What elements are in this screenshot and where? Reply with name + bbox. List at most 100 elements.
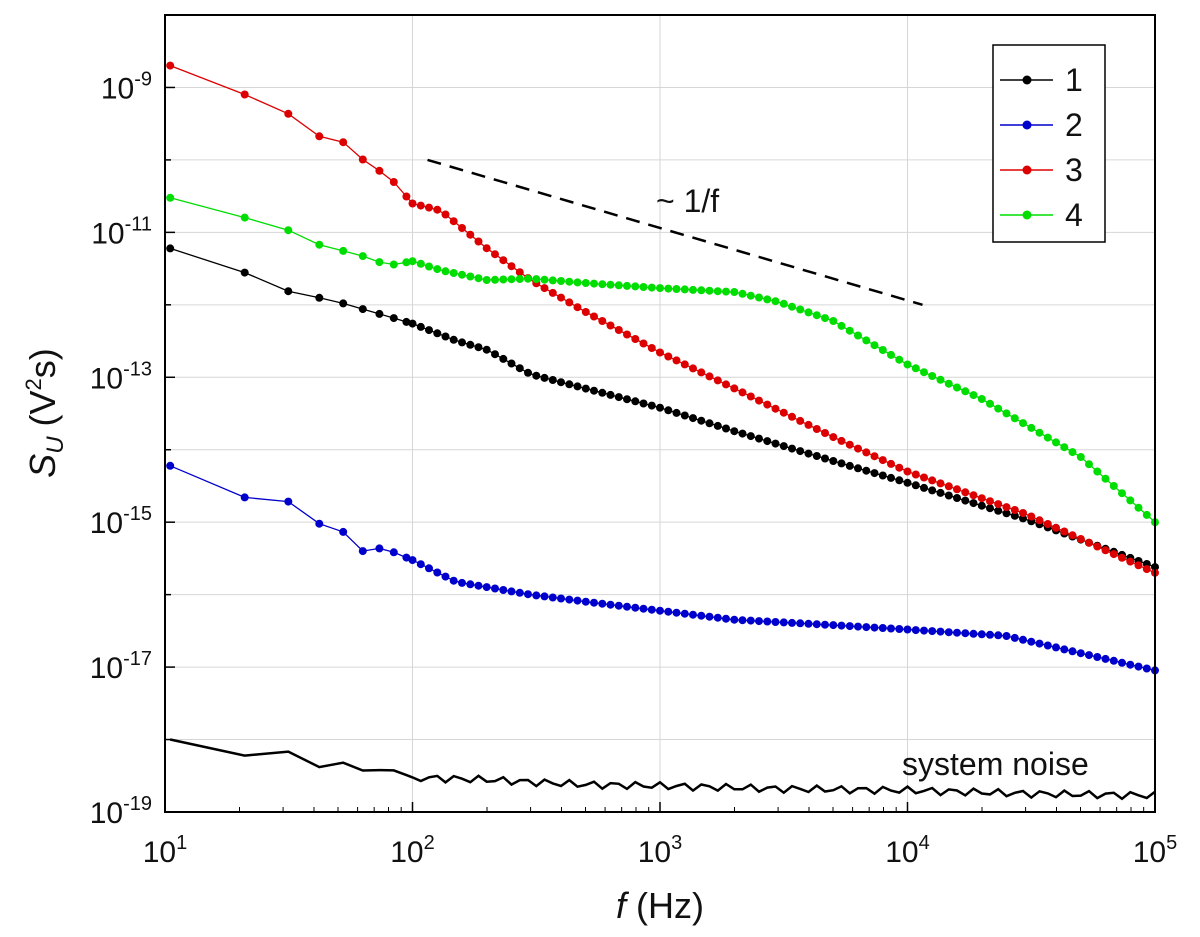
data-point xyxy=(548,376,557,384)
data-point xyxy=(441,210,450,219)
data-point xyxy=(854,464,862,473)
data-point xyxy=(697,611,706,620)
data-point xyxy=(845,622,854,631)
legend: 1 2 3 4 xyxy=(992,44,1106,243)
data-point xyxy=(433,205,442,214)
data-point xyxy=(1093,467,1102,476)
data-point xyxy=(796,416,805,425)
data-point xyxy=(606,321,615,330)
data-point xyxy=(722,380,730,389)
data-point xyxy=(763,400,772,409)
data-point xyxy=(804,308,813,317)
data-point xyxy=(1002,503,1011,512)
data-point xyxy=(441,267,450,276)
data-point xyxy=(887,624,895,633)
data-point xyxy=(1101,474,1110,483)
data-point xyxy=(598,388,607,397)
data-point xyxy=(1019,419,1027,428)
data-point xyxy=(672,408,681,417)
data-point xyxy=(598,317,607,325)
data-point xyxy=(689,364,697,373)
data-point xyxy=(1052,643,1060,652)
x-tick-label: 105 xyxy=(1133,832,1178,869)
data-point xyxy=(928,372,937,380)
data-point xyxy=(358,305,367,314)
data-point xyxy=(1043,520,1052,528)
data-point xyxy=(639,283,648,291)
data-point xyxy=(953,485,961,494)
data-point xyxy=(466,272,475,281)
data-point xyxy=(920,483,928,492)
data-point xyxy=(339,246,348,255)
data-point xyxy=(408,199,417,208)
data-point xyxy=(581,384,590,393)
data-point xyxy=(1085,460,1093,469)
data-point xyxy=(854,444,862,453)
data-point xyxy=(870,452,879,461)
system-noise-line xyxy=(169,738,1156,801)
data-point xyxy=(1068,448,1077,457)
data-point xyxy=(1019,635,1027,644)
data-point xyxy=(416,560,425,569)
data-point xyxy=(540,373,549,382)
data-point xyxy=(1035,428,1044,437)
data-point xyxy=(402,192,411,201)
data-point xyxy=(565,298,574,307)
data-point xyxy=(466,230,475,239)
data-point xyxy=(499,354,508,363)
data-point xyxy=(557,293,565,302)
data-point xyxy=(1126,660,1135,669)
data-point xyxy=(911,364,920,373)
data-point xyxy=(944,482,953,491)
data-point xyxy=(647,283,656,292)
data-point xyxy=(482,244,491,253)
data-point xyxy=(358,155,367,164)
data-point xyxy=(746,291,755,300)
data-point xyxy=(639,604,648,613)
data-point xyxy=(936,375,945,384)
data-point xyxy=(656,403,664,412)
data-point xyxy=(920,473,928,482)
data-point xyxy=(788,618,796,627)
data-point xyxy=(408,257,417,266)
x-axis-label: f (Hz) xyxy=(616,885,704,926)
data-point xyxy=(829,457,838,465)
data-point xyxy=(804,619,813,628)
data-point xyxy=(821,314,829,323)
data-point xyxy=(557,378,565,387)
data-point xyxy=(755,434,763,443)
data-point xyxy=(977,494,986,503)
data-point xyxy=(755,293,763,302)
data-point xyxy=(804,449,813,458)
data-point xyxy=(870,469,879,478)
data-point xyxy=(961,488,970,497)
data-point xyxy=(911,626,920,635)
data-point xyxy=(623,602,631,611)
data-point xyxy=(614,281,623,290)
y-tick-label: 10-15 xyxy=(90,503,152,540)
data-point xyxy=(540,284,549,293)
legend-label: 3 xyxy=(1065,152,1083,188)
data-point xyxy=(656,606,664,615)
data-point xyxy=(936,488,945,497)
system-noise-label: system noise xyxy=(902,746,1089,782)
data-point xyxy=(763,437,772,446)
data-point xyxy=(590,279,598,288)
data-point xyxy=(936,627,945,636)
data-point xyxy=(166,193,175,202)
data-point xyxy=(284,109,293,118)
data-point xyxy=(672,608,681,617)
data-point xyxy=(911,481,920,490)
data-point xyxy=(903,478,912,487)
data-point xyxy=(713,287,722,296)
data-point xyxy=(911,470,920,479)
data-point xyxy=(491,275,499,284)
data-point xyxy=(829,317,838,325)
data-point xyxy=(1101,654,1110,663)
data-point xyxy=(1010,633,1019,642)
data-point xyxy=(854,622,862,631)
data-point xyxy=(986,497,994,506)
data-point xyxy=(961,496,970,505)
data-point xyxy=(779,299,788,308)
